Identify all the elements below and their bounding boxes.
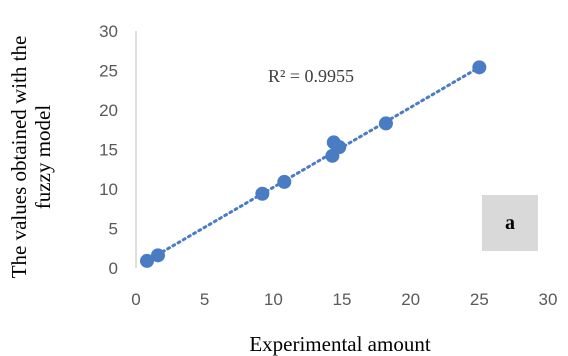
data-point bbox=[378, 116, 393, 131]
panel-label-box bbox=[482, 195, 538, 251]
panel-label: a bbox=[505, 212, 515, 234]
x-tick-label: 10 bbox=[264, 290, 283, 309]
y-tick-label: 5 bbox=[109, 220, 118, 239]
data-point bbox=[139, 253, 154, 268]
x-tick-labels: 0 5 10 15 20 25 30 bbox=[131, 290, 557, 309]
x-tick-label: 5 bbox=[200, 290, 209, 309]
y-tick-label: 15 bbox=[99, 141, 118, 160]
trendline bbox=[145, 65, 481, 263]
data-point bbox=[277, 174, 292, 189]
y-tick-label: 0 bbox=[109, 259, 118, 278]
y-axis-title-line-1: The values obtained with the bbox=[7, 36, 31, 279]
data-point bbox=[255, 186, 270, 201]
data-point bbox=[150, 248, 165, 263]
x-tick-label: 15 bbox=[333, 290, 352, 309]
y-axis-title-line-2: fuzzy model bbox=[31, 105, 55, 210]
r-squared-annotation: R² = 0.9955 bbox=[268, 66, 354, 86]
x-tick-label: 20 bbox=[401, 290, 420, 309]
y-tick-label: 25 bbox=[99, 62, 118, 81]
y-tick-label: 10 bbox=[99, 180, 118, 199]
data-point bbox=[332, 140, 347, 155]
data-points bbox=[139, 60, 487, 268]
x-tick-label: 25 bbox=[470, 290, 489, 309]
x-tick-label: 30 bbox=[539, 290, 558, 309]
y-tick-label: 20 bbox=[99, 101, 118, 120]
data-point bbox=[472, 60, 487, 75]
x-axis-title: Experimental amount bbox=[249, 332, 431, 356]
y-tick-label: 30 bbox=[99, 22, 118, 41]
y-tick-labels: 0 5 10 15 20 25 30 bbox=[99, 22, 118, 278]
x-tick-label: 0 bbox=[131, 290, 140, 309]
